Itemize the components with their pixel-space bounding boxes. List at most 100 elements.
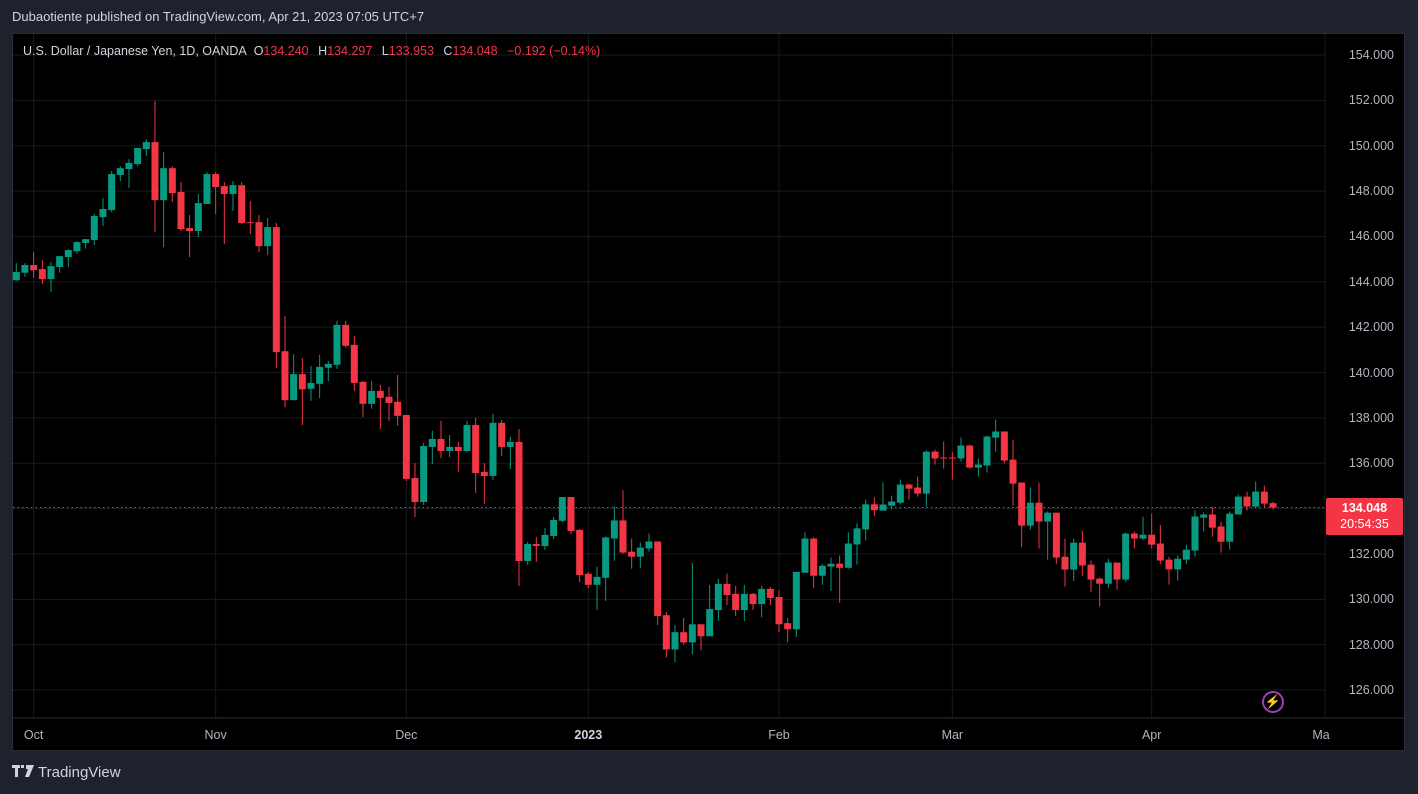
- candle-body: [428, 438, 436, 447]
- candle: [160, 152, 168, 248]
- open-value: 134.240: [263, 44, 309, 58]
- candle-body: [723, 583, 731, 596]
- candle-body: [64, 250, 72, 258]
- candle-body: [827, 563, 835, 567]
- candle-body: [212, 174, 220, 187]
- candle-body: [1035, 502, 1043, 522]
- candle-body: [1026, 502, 1034, 526]
- candle-body: [402, 414, 410, 479]
- candle-body: [264, 227, 272, 247]
- candle-body: [385, 396, 393, 403]
- last-price-label: 134.048 20:54:35: [1326, 498, 1403, 535]
- candle-body: [801, 538, 809, 573]
- candle: [550, 516, 558, 539]
- candle-body: [1234, 496, 1242, 515]
- candle: [359, 380, 367, 417]
- candle-body: [446, 446, 454, 451]
- candle: [376, 384, 384, 429]
- candle: [420, 442, 428, 505]
- candle: [194, 194, 202, 238]
- candle-body: [636, 547, 644, 557]
- candle: [108, 171, 116, 213]
- candle-body: [567, 497, 575, 532]
- price-tick-label: 130.000: [1348, 592, 1394, 607]
- candle-body: [298, 374, 306, 390]
- candle: [402, 414, 410, 481]
- candle-body: [246, 222, 254, 224]
- candle: [749, 592, 757, 610]
- time-tick-label: Ma: [1312, 728, 1330, 742]
- candle-body: [576, 529, 584, 576]
- candle-body: [645, 541, 653, 549]
- lightning-icon[interactable]: ⚡: [1262, 691, 1284, 713]
- candle: [940, 441, 948, 469]
- tradingview-logo-icon: [12, 764, 34, 781]
- candle-body: [714, 583, 722, 610]
- candle: [1104, 558, 1112, 588]
- time-tick-label: Feb: [768, 728, 790, 742]
- candle-body: [732, 593, 740, 610]
- candle-body: [368, 390, 376, 404]
- candle: [654, 541, 662, 626]
- candle: [896, 479, 904, 505]
- candle-body: [472, 424, 480, 473]
- price-tick-label: 148.000: [1348, 184, 1394, 199]
- candle: [1139, 516, 1147, 540]
- candle: [1156, 524, 1164, 564]
- price-tick-label: 152.000: [1348, 93, 1394, 108]
- price-tick-label: 140.000: [1348, 365, 1394, 380]
- candle-body: [489, 422, 497, 476]
- publish-info: Dubaotiente published on TradingView.com…: [12, 9, 425, 24]
- price-tick-label: 154.000: [1348, 48, 1394, 62]
- candle: [1226, 511, 1234, 550]
- candle: [368, 380, 376, 409]
- candle-body: [1269, 503, 1277, 508]
- price-tick-label: 150.000: [1348, 138, 1394, 153]
- candle-body: [1104, 562, 1112, 584]
- candle: [1174, 555, 1182, 581]
- open-label: O: [253, 44, 264, 58]
- candle-body: [12, 272, 20, 281]
- candle: [1260, 485, 1268, 508]
- candle-body: [931, 451, 939, 459]
- candle: [134, 147, 142, 167]
- price-tick-label: 136.000: [1348, 456, 1394, 471]
- candle-body: [290, 374, 298, 401]
- candle-body: [1009, 459, 1017, 484]
- candle-body: [90, 216, 98, 241]
- candle-body: [21, 265, 29, 273]
- candle: [706, 584, 714, 637]
- candle: [870, 497, 878, 517]
- candle-body: [792, 571, 800, 630]
- candle: [948, 451, 956, 480]
- candle: [1052, 512, 1060, 564]
- candle-body: [359, 381, 367, 404]
- candle-body: [671, 632, 679, 650]
- candle: [281, 316, 289, 408]
- legend: U.S. Dollar / Japanese Yen, 1D, OANDA O1…: [23, 44, 606, 58]
- candle-body: [983, 436, 991, 466]
- candle-body: [1122, 533, 1130, 580]
- candle-body: [688, 624, 696, 643]
- candle: [610, 506, 618, 561]
- candle: [966, 444, 974, 469]
- candle: [922, 450, 930, 507]
- candle: [324, 360, 332, 381]
- candle-body: [758, 588, 766, 605]
- tradingview-brand[interactable]: TradingView: [12, 764, 121, 781]
- time-tick-label: Mar: [941, 728, 964, 742]
- candle-body: [307, 382, 315, 389]
- candle-body: [108, 174, 116, 211]
- candle: [758, 585, 766, 618]
- candle: [272, 223, 280, 369]
- candle: [307, 365, 315, 401]
- candle-body: [498, 422, 506, 447]
- candle: [827, 557, 835, 591]
- candle-body: [619, 520, 627, 553]
- candle: [732, 585, 740, 617]
- candle-body: [151, 142, 159, 201]
- time-tick-label: Oct: [23, 728, 44, 742]
- candle-body: [342, 324, 350, 346]
- candle: [992, 419, 1000, 452]
- candle: [394, 374, 402, 426]
